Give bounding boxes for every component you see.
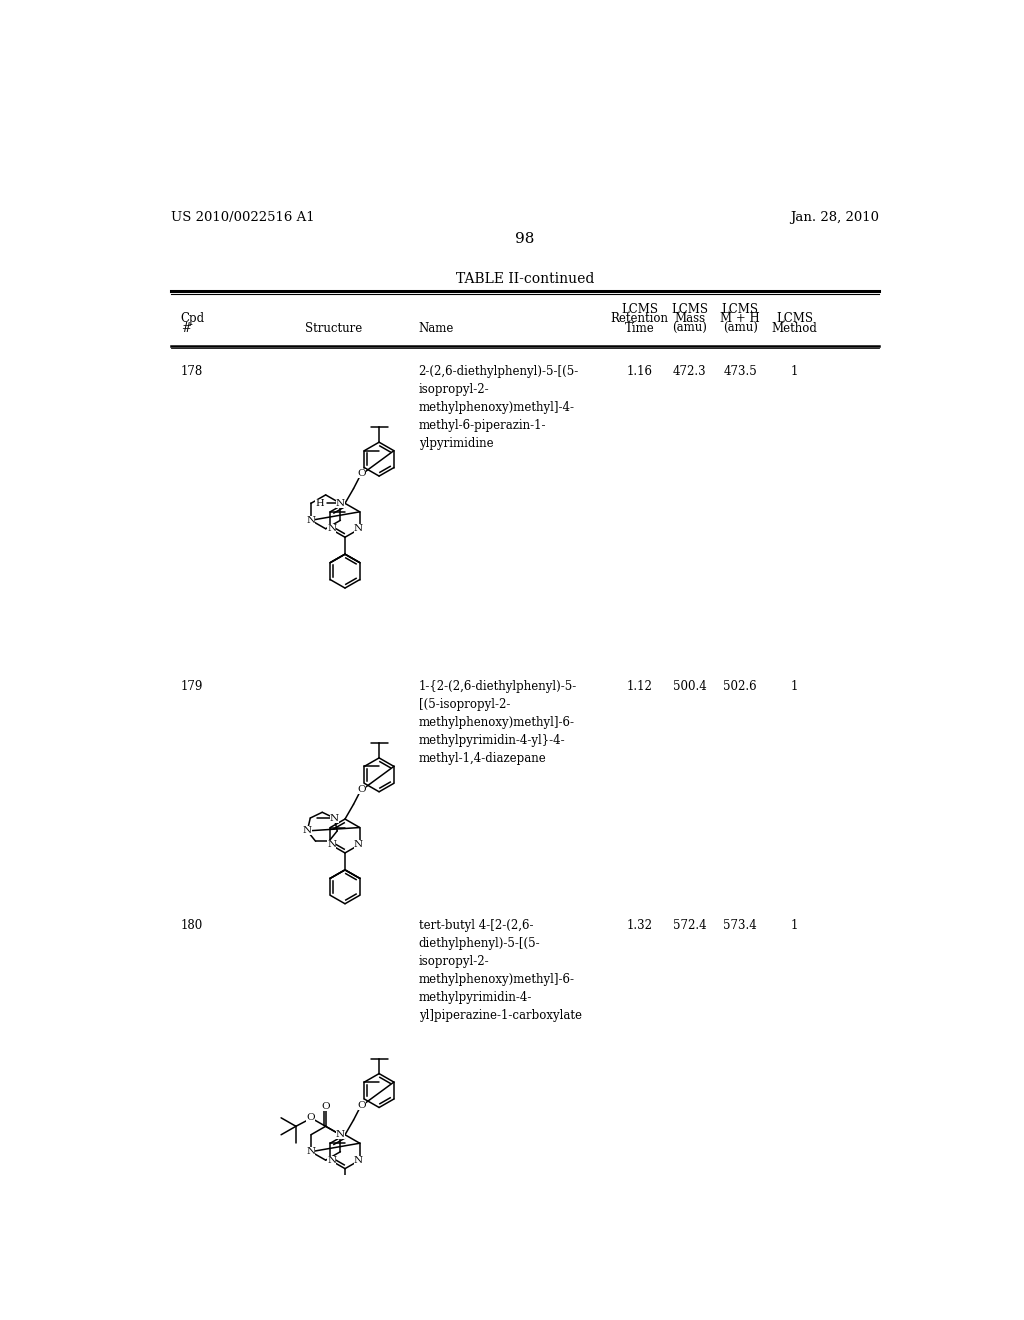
Text: 473.5: 473.5 <box>723 364 757 378</box>
Text: 98: 98 <box>515 231 535 246</box>
Text: N: N <box>336 1130 345 1139</box>
Text: N: N <box>336 499 345 508</box>
Text: LCMS: LCMS <box>722 304 759 317</box>
Text: N: N <box>353 840 362 849</box>
Text: Method: Method <box>771 322 817 335</box>
Text: LCMS: LCMS <box>621 304 658 317</box>
Text: M + H: M + H <box>720 313 760 326</box>
Text: Name: Name <box>419 322 454 335</box>
Text: 1-{2-(2,6-diethylphenyl)-5-
[(5-isopropyl-2-
methylphenoxy)methyl]-6-
methylpyri: 1-{2-(2,6-diethylphenyl)-5- [(5-isopropy… <box>419 681 577 766</box>
Text: 500.4: 500.4 <box>673 681 707 693</box>
Text: #: # <box>180 322 190 335</box>
Text: 1.12: 1.12 <box>627 681 652 693</box>
Text: O: O <box>306 1113 315 1122</box>
Text: O: O <box>357 470 367 478</box>
Text: Structure: Structure <box>305 322 362 335</box>
Text: O: O <box>322 1102 330 1111</box>
Text: N: N <box>306 1147 315 1156</box>
Text: Time: Time <box>625 322 654 335</box>
Text: tert-butyl 4-[2-(2,6-
diethylphenyl)-5-[(5-
isopropyl-2-
methylphenoxy)methyl]-6: tert-butyl 4-[2-(2,6- diethylphenyl)-5-[… <box>419 919 582 1022</box>
Text: O: O <box>357 1101 367 1110</box>
Text: LCMS: LCMS <box>776 313 813 326</box>
Text: N: N <box>306 516 315 525</box>
Text: N: N <box>328 840 336 849</box>
Text: 180: 180 <box>180 919 203 932</box>
Text: Mass: Mass <box>675 313 706 326</box>
Text: N: N <box>353 524 362 533</box>
Text: (amu): (amu) <box>723 322 758 335</box>
Text: (amu): (amu) <box>673 322 708 335</box>
Text: N: N <box>328 1156 336 1164</box>
Text: N: N <box>353 1156 362 1164</box>
Text: 1.16: 1.16 <box>627 364 652 378</box>
Text: N: N <box>330 813 339 822</box>
Text: 179: 179 <box>180 681 203 693</box>
Text: H: H <box>315 499 324 508</box>
Text: 573.4: 573.4 <box>723 919 757 932</box>
Text: N: N <box>328 524 336 533</box>
Text: TABLE II-continued: TABLE II-continued <box>456 272 594 286</box>
Text: 1: 1 <box>791 681 798 693</box>
Text: 178: 178 <box>180 364 203 378</box>
Text: 2-(2,6-diethylphenyl)-5-[(5-
isopropyl-2-
methylphenoxy)methyl]-4-
methyl-6-pipe: 2-(2,6-diethylphenyl)-5-[(5- isopropyl-2… <box>419 364 579 450</box>
Text: 472.3: 472.3 <box>673 364 707 378</box>
Text: N: N <box>303 826 312 836</box>
Text: Retention: Retention <box>610 313 669 326</box>
Text: LCMS: LCMS <box>672 304 709 317</box>
Text: 1: 1 <box>791 364 798 378</box>
Text: 572.4: 572.4 <box>673 919 707 932</box>
Text: 502.6: 502.6 <box>723 681 757 693</box>
Text: O: O <box>357 785 367 795</box>
Text: Cpd: Cpd <box>180 313 205 326</box>
Text: 1.32: 1.32 <box>627 919 652 932</box>
Text: Jan. 28, 2010: Jan. 28, 2010 <box>790 211 879 224</box>
Text: 1: 1 <box>791 919 798 932</box>
Text: US 2010/0022516 A1: US 2010/0022516 A1 <box>171 211 314 224</box>
